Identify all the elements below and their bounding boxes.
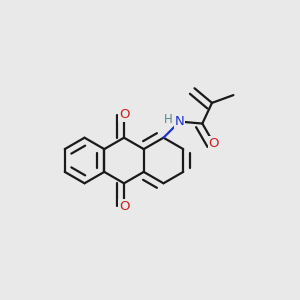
Text: O: O	[208, 137, 219, 150]
Text: N: N	[175, 115, 184, 128]
Text: O: O	[119, 108, 129, 122]
Text: O: O	[119, 200, 129, 213]
Text: H: H	[164, 113, 172, 126]
